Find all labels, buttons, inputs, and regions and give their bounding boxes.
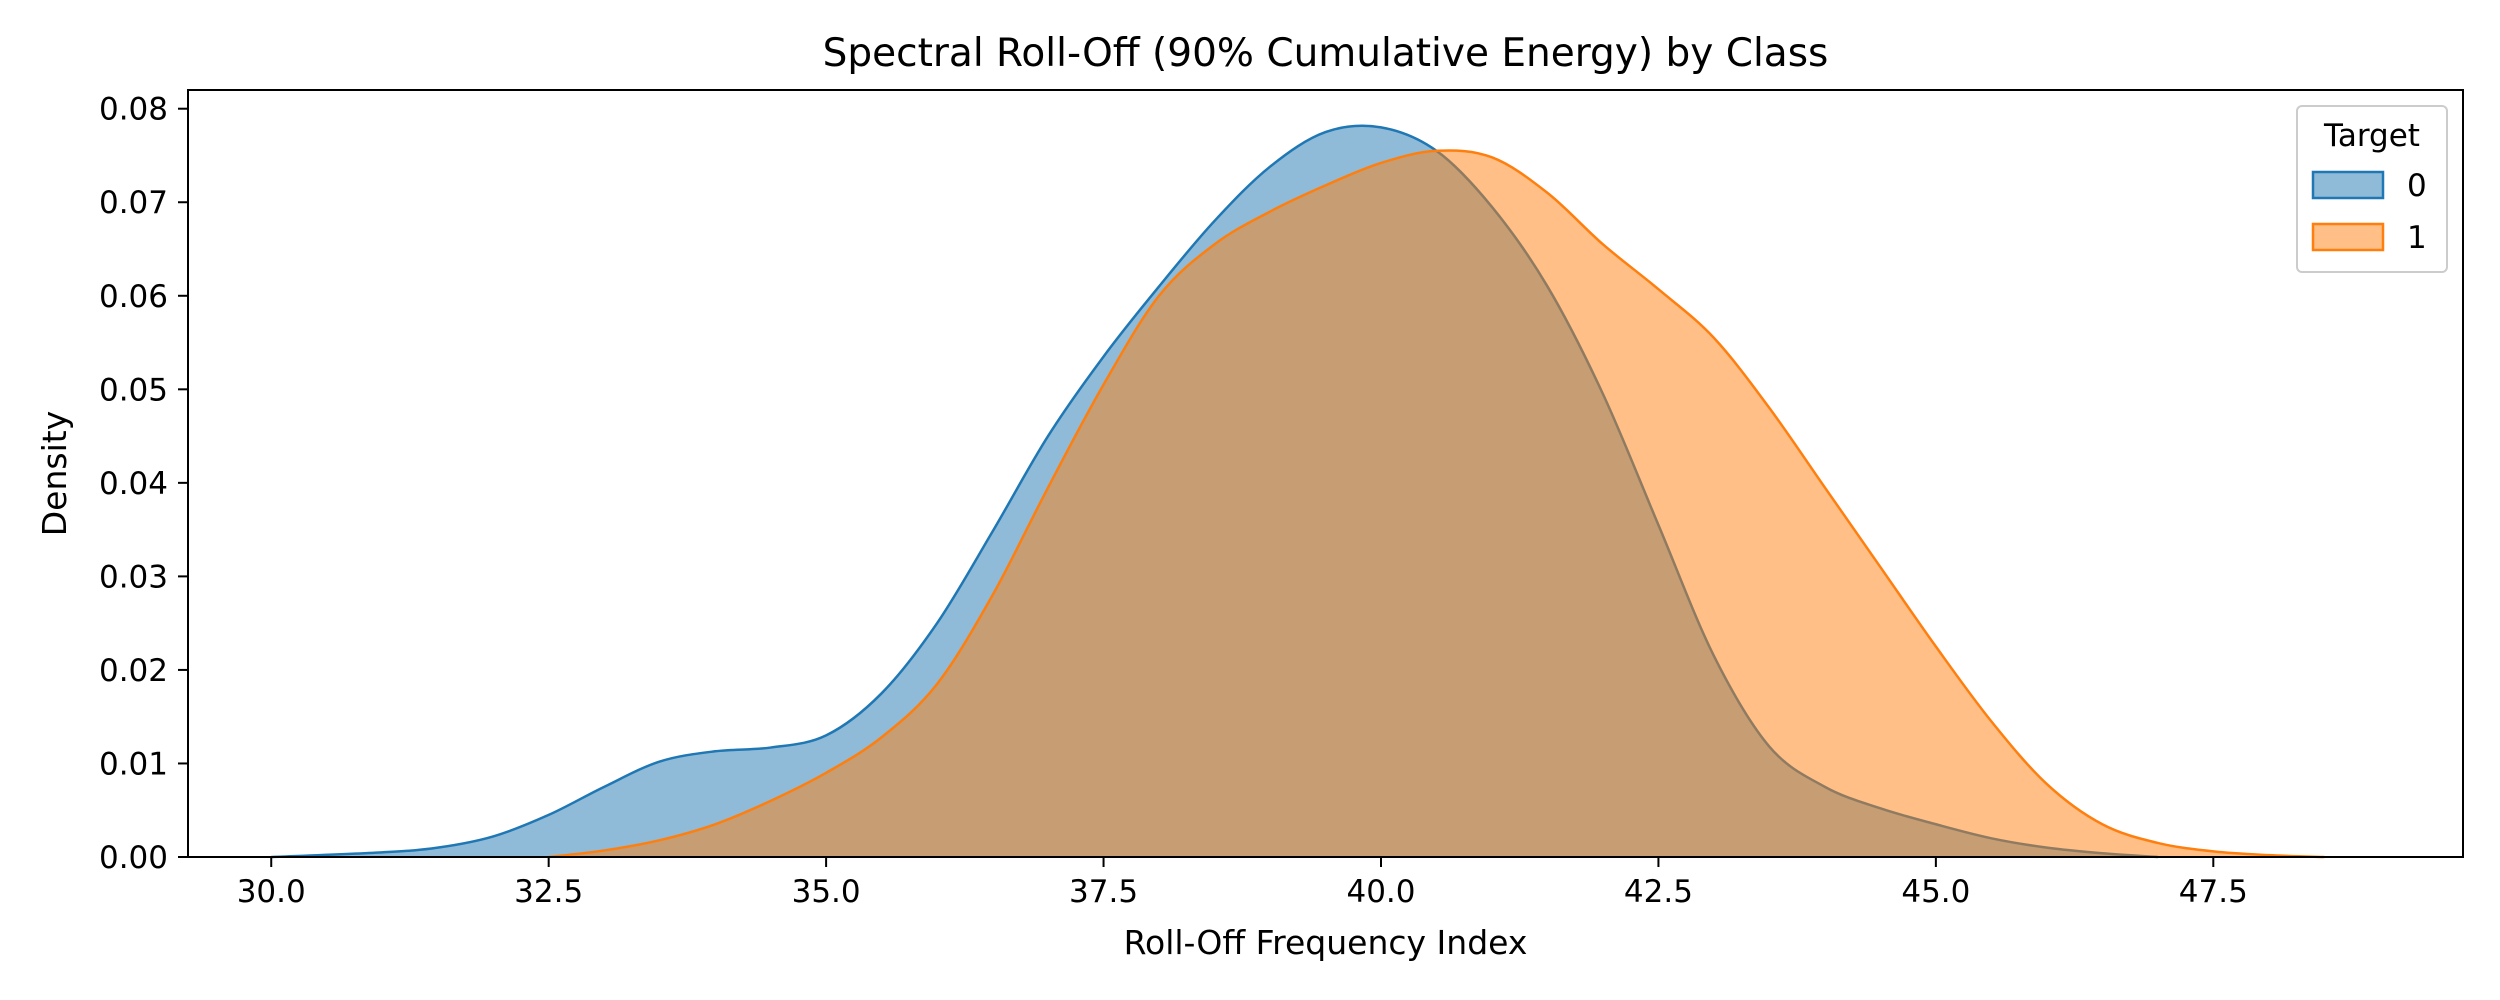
y-tick-label: 0.07	[99, 185, 168, 221]
series-layer	[271, 124, 2325, 859]
chart-title: Spectral Roll-Off (90% Cumulative Energy…	[823, 31, 1829, 76]
x-tick-label: 37.5	[1069, 874, 1138, 910]
x-tick-label: 45.0	[1901, 874, 1970, 910]
y-tick-label: 0.08	[99, 92, 168, 128]
y-tick-label: 0.06	[99, 279, 168, 315]
x-tick-label: 35.0	[792, 874, 861, 910]
legend-entries: 01	[2311, 168, 2427, 256]
series-area-1	[548, 150, 2325, 857]
y-axis: 0.00 0.01 0.02 0.03 0.04 0.05 0.06 0.07 0.08	[99, 92, 188, 876]
x-axis: 30.0 32.5 35.0 37.5 40.0 42.5 45.0 47.5	[237, 857, 2248, 910]
legend-label-0: 0	[2407, 168, 2427, 204]
plot-frame	[187, 89, 2464, 858]
y-tick-label: 0.04	[99, 466, 168, 502]
x-tick-label: 30.0	[237, 874, 306, 910]
legend-label-1: 1	[2407, 220, 2427, 256]
x-tick-label: 42.5	[1624, 874, 1693, 910]
legend: Target 01	[2296, 105, 2448, 273]
legend-swatch-0	[2311, 170, 2385, 200]
y-tick-label: 0.00	[99, 840, 168, 876]
y-axis-label: Density	[35, 411, 74, 536]
x-tick-label: 32.5	[514, 874, 583, 910]
y-tick-label: 0.05	[99, 372, 168, 408]
legend-title: Target	[2323, 118, 2420, 154]
x-tick-label: 47.5	[2179, 874, 2248, 910]
y-tick-label: 0.02	[99, 653, 168, 689]
series-line-1	[548, 149, 2325, 859]
x-axis-label: Roll-Off Frequency Index	[1124, 923, 1528, 962]
legend-swatch-1	[2311, 222, 2385, 252]
y-tick-label: 0.01	[99, 746, 168, 782]
y-tick-label: 0.03	[99, 559, 168, 595]
x-tick-label: 40.0	[1346, 874, 1415, 910]
